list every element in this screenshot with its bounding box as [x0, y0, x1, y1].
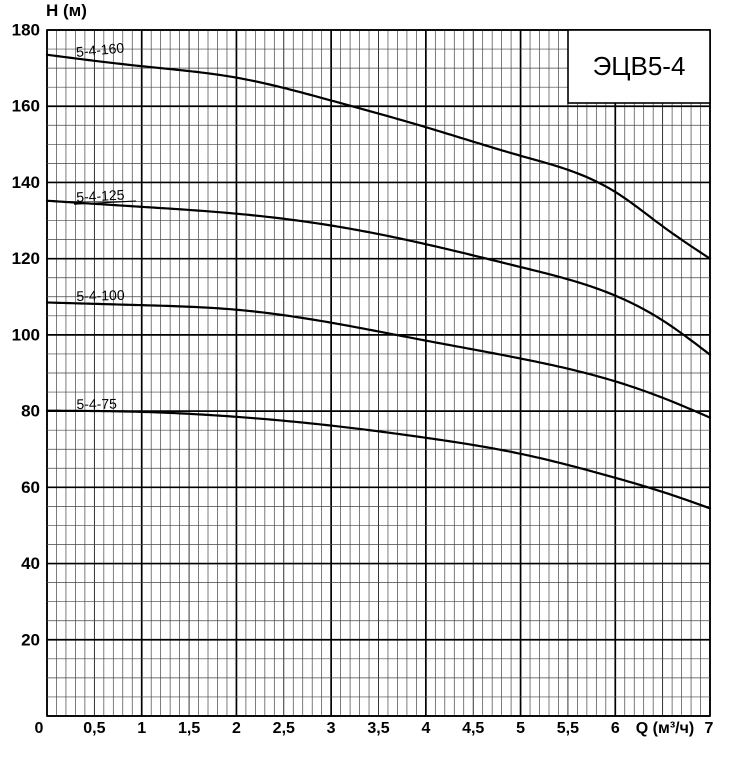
- svg-text:80: 80: [21, 402, 40, 421]
- svg-text:5-4-100: 5-4-100: [76, 287, 125, 304]
- svg-text:H (м): H (м): [46, 1, 87, 20]
- svg-text:100: 100: [12, 325, 40, 344]
- svg-text:140: 140: [12, 173, 40, 192]
- svg-text:1,5: 1,5: [178, 720, 200, 737]
- svg-text:0: 0: [35, 720, 44, 737]
- svg-text:5: 5: [516, 720, 525, 737]
- svg-text:2,5: 2,5: [273, 720, 295, 737]
- svg-text:60: 60: [21, 478, 40, 497]
- svg-text:Q (м³/ч): Q (м³/ч): [636, 720, 694, 737]
- svg-text:1: 1: [137, 720, 146, 737]
- svg-text:5-4-75: 5-4-75: [76, 396, 117, 412]
- svg-text:7: 7: [705, 720, 714, 737]
- svg-text:120: 120: [12, 249, 40, 268]
- svg-text:180: 180: [12, 21, 40, 40]
- svg-text:4,5: 4,5: [462, 720, 484, 737]
- svg-text:ЭЦВ5-4: ЭЦВ5-4: [593, 51, 686, 81]
- svg-text:2: 2: [232, 720, 241, 737]
- svg-text:40: 40: [21, 554, 40, 573]
- svg-text:0,5: 0,5: [83, 720, 105, 737]
- svg-text:3,5: 3,5: [367, 720, 389, 737]
- svg-text:3: 3: [327, 720, 336, 737]
- svg-text:4: 4: [421, 720, 430, 737]
- svg-text:20: 20: [21, 630, 40, 649]
- svg-text:160: 160: [12, 97, 40, 116]
- svg-text:5,5: 5,5: [557, 720, 579, 737]
- svg-text:6: 6: [611, 720, 620, 737]
